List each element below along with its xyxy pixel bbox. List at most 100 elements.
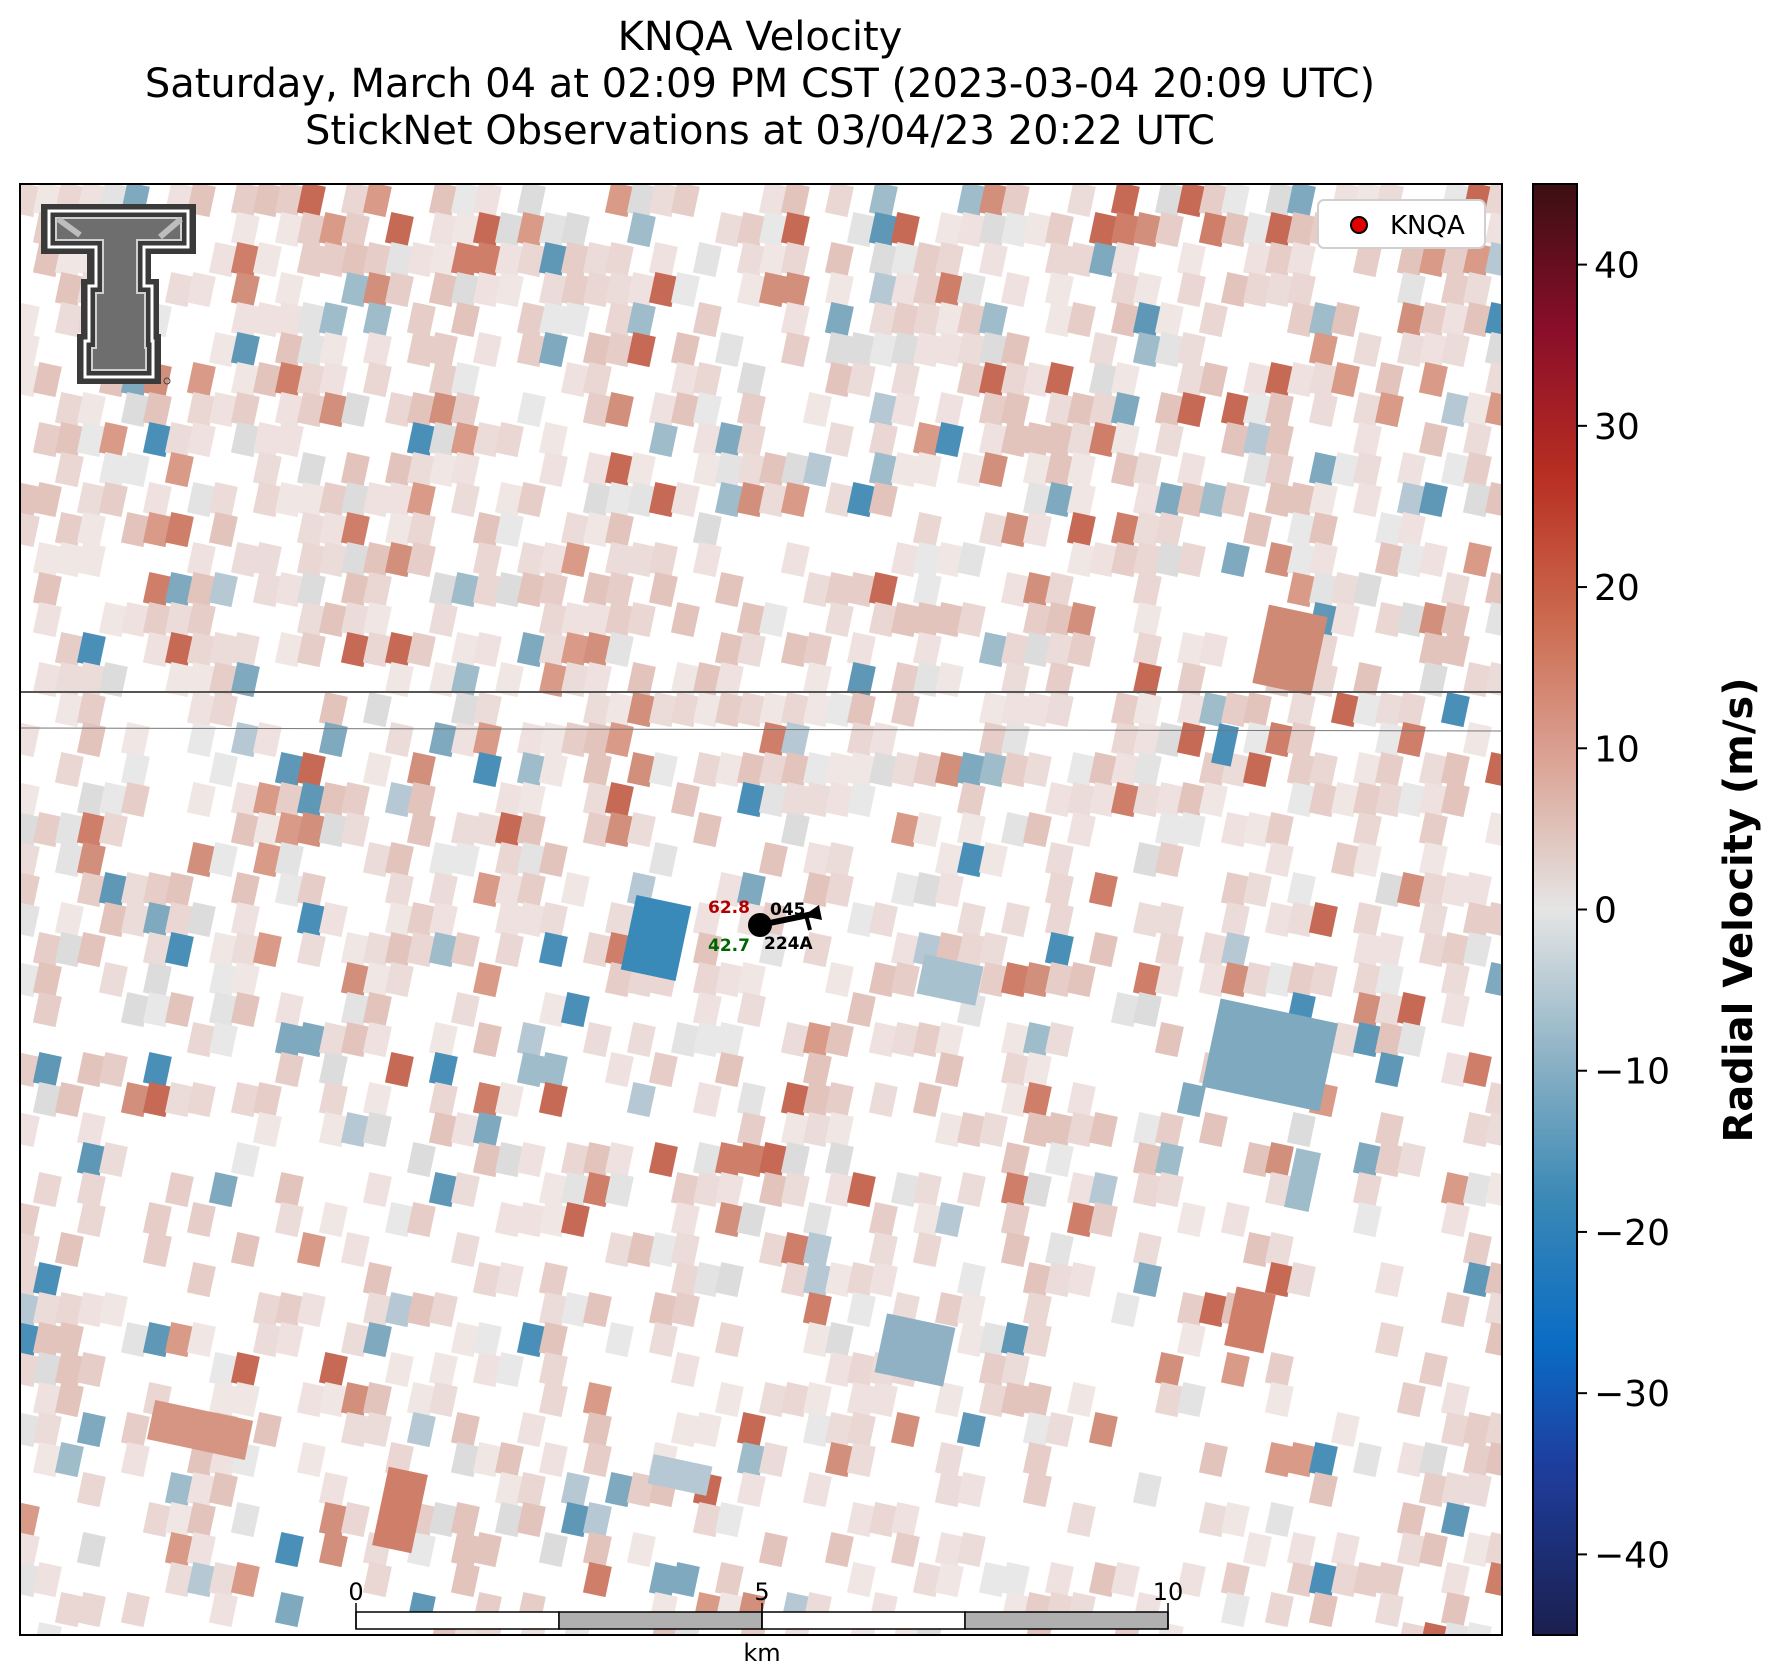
velocity-cell	[142, 932, 172, 968]
velocity-cell	[1132, 992, 1162, 1028]
velocity-cell	[582, 392, 612, 428]
velocity-cell	[450, 932, 480, 968]
velocity-cell	[736, 452, 766, 488]
velocity-cell	[472, 212, 502, 248]
velocity-cell	[868, 1202, 898, 1238]
station-pressure: 045	[770, 900, 806, 920]
velocity-cell	[1022, 1472, 1052, 1508]
velocity-cell	[758, 1382, 788, 1418]
velocity-cell	[714, 422, 744, 458]
velocity-cell	[1000, 812, 1030, 848]
velocity-cell	[1220, 1502, 1250, 1538]
velocity-cell	[1286, 962, 1316, 998]
velocity-cell	[1110, 692, 1140, 728]
velocity-cell	[934, 662, 964, 698]
velocity-cell	[164, 272, 194, 308]
velocity-cell	[516, 812, 546, 848]
velocity-cell	[1198, 932, 1228, 968]
velocity-cell	[846, 332, 876, 368]
velocity-cell	[472, 722, 502, 758]
velocity-cell	[252, 1112, 282, 1148]
velocity-cell	[1264, 1142, 1294, 1178]
velocity-cell	[604, 632, 634, 668]
velocity-cell	[1132, 1142, 1162, 1178]
velocity-cell	[758, 782, 788, 818]
velocity-cell	[472, 692, 502, 728]
velocity-cell	[1110, 722, 1140, 758]
velocity-cell	[956, 782, 986, 818]
velocity-cell	[1242, 422, 1272, 458]
velocity-cell	[186, 1472, 216, 1508]
velocity-cell	[186, 1502, 216, 1538]
velocity-cell	[582, 272, 612, 308]
velocity-cell	[1396, 242, 1426, 278]
velocity-cell	[32, 1442, 62, 1478]
velocity-cell	[362, 572, 392, 608]
velocity-cell	[1374, 992, 1404, 1028]
velocity-cell	[648, 1142, 678, 1178]
velocity-cell	[32, 1322, 62, 1358]
velocity-cell	[20, 1322, 40, 1358]
velocity-cell	[1220, 932, 1250, 968]
velocity-cell	[472, 1352, 502, 1388]
velocity-cell	[428, 872, 458, 908]
velocity-cell	[1022, 1262, 1052, 1298]
velocity-cell	[1286, 212, 1316, 248]
velocity-cell	[824, 302, 854, 338]
velocity-cell	[956, 1412, 986, 1448]
velocity-cell	[296, 184, 326, 218]
velocity-cell	[384, 932, 414, 968]
velocity-cell	[934, 1532, 964, 1568]
velocity-cell	[538, 662, 568, 698]
velocity-cell	[252, 302, 282, 338]
velocity-cell	[1330, 572, 1360, 608]
velocity-cell	[868, 1082, 898, 1118]
velocity-cell	[692, 662, 722, 698]
velocity-cell	[120, 722, 150, 758]
velocity-cell	[362, 1562, 392, 1598]
velocity-cell	[142, 1232, 172, 1268]
velocity-cell	[582, 602, 612, 638]
velocity-cell	[560, 1472, 590, 1508]
velocity-cell	[1440, 932, 1470, 968]
velocity-cell	[1440, 1412, 1470, 1448]
velocity-cell	[54, 542, 84, 578]
velocity-cell	[208, 842, 238, 878]
velocity-cell	[912, 1082, 942, 1118]
scale-tick-0: 0	[348, 1578, 363, 1606]
velocity-cell	[736, 752, 766, 788]
velocity-cell	[428, 722, 458, 758]
velocity-cell	[472, 1322, 502, 1358]
velocity-cell	[1264, 1232, 1294, 1268]
velocity-cell	[1022, 212, 1052, 248]
velocity-cell	[692, 692, 722, 728]
velocity-cell	[626, 662, 656, 698]
velocity-cell	[20, 1412, 40, 1448]
velocity-cell	[1198, 302, 1228, 338]
velocity-cell	[1286, 242, 1316, 278]
velocity-cell	[494, 1142, 524, 1178]
velocity-cell	[428, 662, 458, 698]
velocity-cell	[890, 1172, 920, 1208]
velocity-cell	[538, 1172, 568, 1208]
velocity-cell	[1418, 422, 1448, 458]
velocity-cell	[626, 332, 656, 368]
velocity-cell	[1044, 1562, 1074, 1598]
velocity-cell	[54, 392, 84, 428]
velocity-cell	[560, 272, 590, 308]
velocity-cell	[538, 1442, 568, 1478]
velocity-cell	[912, 422, 942, 458]
velocity-cell	[208, 512, 238, 548]
velocity-cell	[296, 212, 326, 248]
velocity-cell	[516, 392, 546, 428]
velocity-cell	[296, 632, 326, 668]
velocity-cell	[230, 422, 260, 458]
velocity-cell	[296, 452, 326, 488]
velocity-cell	[274, 812, 304, 848]
velocity-cell	[670, 1622, 700, 1635]
velocity-cell	[230, 902, 260, 938]
velocity-cell	[1044, 962, 1074, 998]
velocity-cell	[692, 1022, 722, 1058]
velocity-cell	[780, 542, 810, 578]
